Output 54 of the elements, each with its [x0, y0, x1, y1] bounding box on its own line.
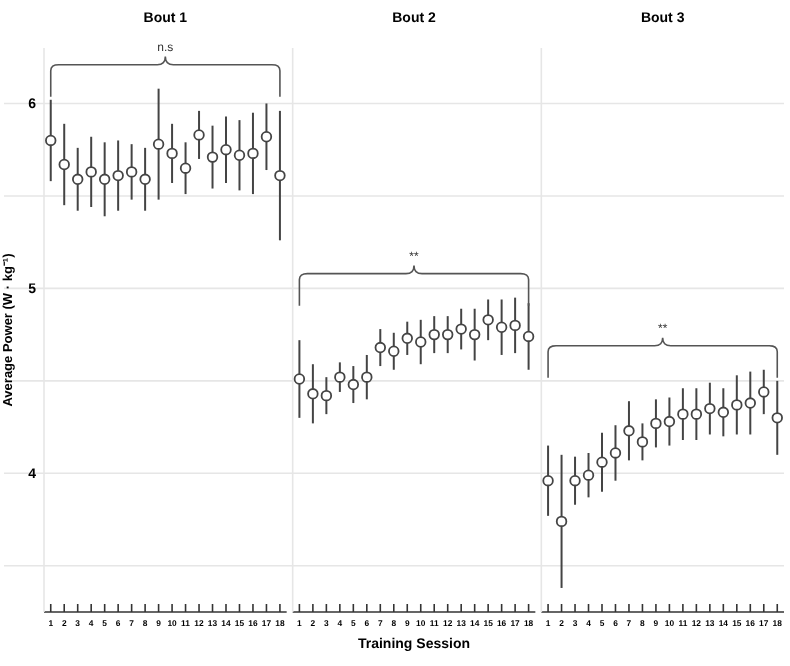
point — [542, 475, 554, 487]
point — [442, 328, 454, 341]
point — [677, 408, 689, 420]
point — [45, 134, 57, 147]
point — [139, 173, 151, 185]
point — [704, 402, 716, 415]
point — [569, 475, 581, 487]
point — [623, 425, 635, 437]
point — [609, 447, 622, 459]
point — [482, 314, 494, 326]
point — [220, 144, 232, 156]
point — [307, 388, 319, 400]
point — [596, 456, 608, 468]
point — [650, 417, 662, 430]
point — [744, 397, 756, 409]
point — [663, 415, 676, 428]
point — [233, 149, 246, 161]
point — [374, 341, 386, 354]
point — [206, 151, 219, 163]
point — [636, 436, 649, 448]
point — [690, 408, 703, 420]
point — [522, 330, 535, 343]
point — [582, 469, 595, 481]
point — [125, 166, 138, 178]
point — [509, 319, 521, 332]
point — [260, 131, 273, 143]
point — [401, 332, 413, 345]
point — [334, 371, 346, 383]
point — [179, 162, 192, 174]
point — [320, 389, 333, 402]
point — [58, 158, 70, 171]
point — [758, 386, 770, 398]
point — [274, 169, 286, 182]
point — [347, 378, 360, 391]
point — [495, 321, 508, 333]
point — [166, 147, 178, 160]
point — [468, 328, 481, 341]
point — [98, 173, 111, 185]
point — [293, 373, 306, 385]
point — [388, 345, 400, 357]
point — [717, 406, 730, 418]
point — [455, 323, 467, 335]
point — [415, 336, 427, 348]
point — [112, 169, 124, 182]
point — [771, 412, 783, 424]
point — [72, 173, 84, 185]
point — [85, 166, 97, 178]
point — [361, 371, 373, 383]
point — [193, 129, 205, 141]
point — [247, 147, 259, 160]
point — [731, 399, 743, 411]
point — [428, 328, 440, 341]
point — [555, 515, 568, 528]
point — [152, 138, 165, 150]
